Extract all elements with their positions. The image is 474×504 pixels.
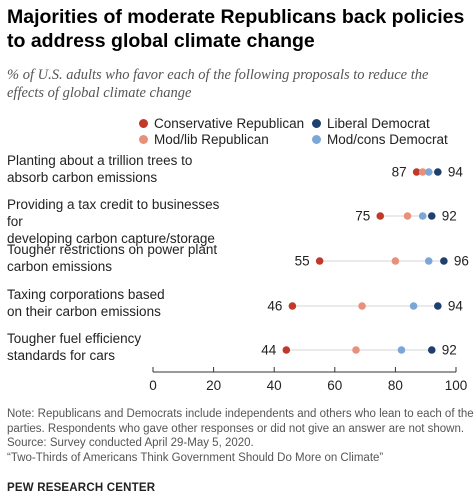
notes: Note: Republicans and Democrats include … bbox=[7, 407, 474, 465]
data-point bbox=[315, 257, 324, 265]
data-point bbox=[427, 212, 436, 220]
category-label: Tougher fuel efficiency standards for car… bbox=[7, 331, 142, 363]
category-label: Planting about a trillion trees to absorb… bbox=[7, 153, 193, 185]
x-tick-label: 0 bbox=[149, 378, 157, 393]
legend-dot bbox=[139, 135, 148, 144]
data-label-max: 96 bbox=[454, 254, 469, 269]
data-label-min: 55 bbox=[295, 254, 310, 269]
legend-label: Mod/lib Republican bbox=[154, 132, 269, 147]
data-point bbox=[418, 168, 427, 176]
legend-dot bbox=[312, 135, 321, 144]
data-point bbox=[397, 346, 406, 354]
note-line-2: parties. Respondents who gave other resp… bbox=[7, 422, 465, 435]
legend-label: Liberal Democrat bbox=[327, 116, 430, 131]
data-point bbox=[412, 168, 421, 176]
data-point bbox=[409, 302, 418, 310]
chart-title: Majorities of moderate Republicans back … bbox=[7, 6, 465, 52]
legend-label: Conservative Republican bbox=[154, 116, 305, 131]
organization-name: PEW RESEARCH CENTER bbox=[7, 482, 156, 494]
data-label-min: 87 bbox=[392, 165, 407, 180]
legend-dot bbox=[139, 119, 148, 128]
data-point bbox=[282, 346, 291, 354]
data-point bbox=[440, 257, 448, 265]
report-title-line: “Two-Thirds of Americans Think Governmen… bbox=[7, 451, 384, 464]
category-label: Taxing corporations based on their carbon… bbox=[7, 287, 165, 319]
data-point bbox=[424, 168, 433, 176]
data-point bbox=[434, 168, 442, 176]
legend-label: Mod/cons Democrat bbox=[327, 132, 448, 147]
data-point bbox=[391, 257, 400, 265]
note-line-1: Note: Republicans and Democrats include … bbox=[7, 408, 474, 420]
data-point bbox=[434, 302, 442, 310]
x-tick-label: 80 bbox=[388, 378, 403, 393]
chart-subtitle: % of U.S. adults who favor each of the f… bbox=[7, 67, 429, 101]
data-point bbox=[424, 257, 433, 265]
data-point bbox=[418, 212, 427, 220]
x-tick-label: 20 bbox=[206, 378, 221, 393]
data-label-min: 44 bbox=[261, 343, 277, 358]
legend-item: Mod/cons Democrat bbox=[312, 132, 448, 148]
data-label-min: 75 bbox=[355, 209, 370, 224]
dot-plot: 87 94 75 92 55 96 46 94 44 92 0 20 40 60 80 100 bbox=[149, 165, 469, 394]
data-point bbox=[427, 346, 436, 354]
source-line: Source: Survey conducted April 29-May 5,… bbox=[7, 437, 254, 449]
legend-item: Liberal Democrat bbox=[312, 116, 430, 132]
x-tick-label: 60 bbox=[327, 378, 342, 393]
legend-item: Conservative Republican bbox=[139, 116, 304, 132]
data-point bbox=[358, 302, 366, 310]
data-point bbox=[376, 212, 385, 220]
x-tick-label: 40 bbox=[267, 378, 282, 393]
data-point bbox=[288, 302, 297, 310]
legend-dot bbox=[312, 119, 321, 128]
data-label-max: 94 bbox=[448, 299, 464, 314]
category-label: Tougher restrictions on power plant carbo… bbox=[7, 242, 218, 274]
data-label-min: 46 bbox=[267, 299, 282, 314]
x-tick-label: 100 bbox=[445, 378, 468, 393]
data-label-max: 92 bbox=[442, 343, 457, 358]
data-point bbox=[352, 346, 360, 354]
data-label-max: 94 bbox=[448, 165, 464, 180]
data-label-max: 92 bbox=[442, 209, 457, 224]
category-label: Providing a tax credit to businesses for… bbox=[7, 197, 220, 246]
data-point bbox=[403, 212, 412, 220]
legend-item: Mod/lib Republican bbox=[139, 132, 269, 148]
